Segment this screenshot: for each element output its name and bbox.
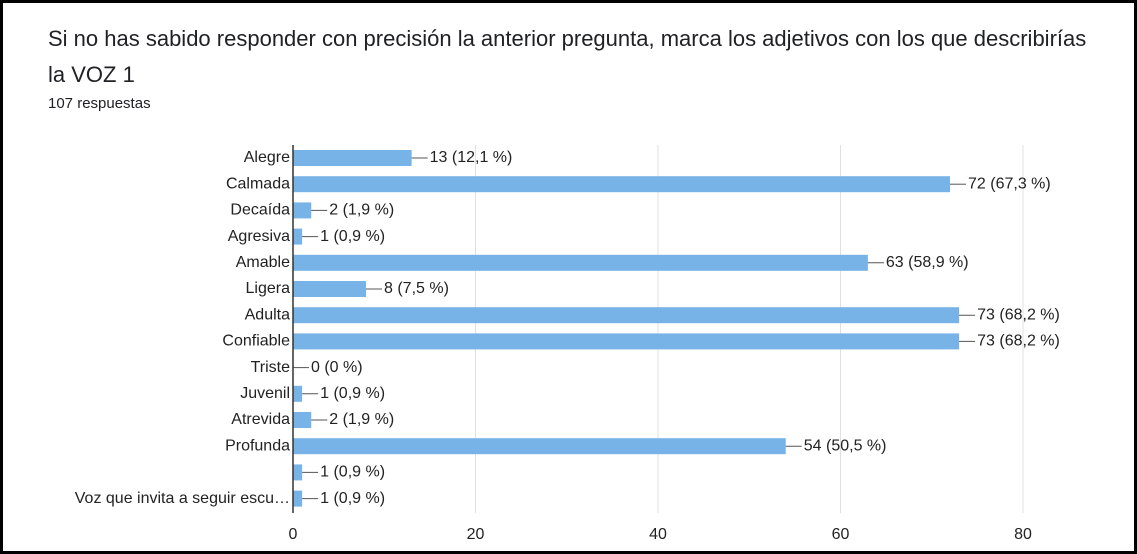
bar xyxy=(293,281,366,297)
y-tick-label: Amable xyxy=(236,254,290,271)
bar xyxy=(293,412,312,428)
bar xyxy=(293,438,786,455)
y-tick-label: Decaída xyxy=(230,202,290,219)
bar xyxy=(293,254,868,271)
y-tick-label: Juvenil xyxy=(240,385,290,402)
value-label: 2 (1,9 %) xyxy=(329,411,394,428)
bar xyxy=(293,464,303,481)
x-tick-label: 0 xyxy=(289,526,298,543)
y-tick-label: Triste xyxy=(251,359,291,376)
value-label: 13 (12,1 %) xyxy=(430,149,513,166)
chart: 0 20 40 60 80 Alegre 13 (12,1 %) Calmada 72 (67,… xyxy=(75,145,1060,543)
value-label: 1 (0,9 %) xyxy=(320,228,385,245)
y-tick-label: Atrevida xyxy=(231,411,290,428)
value-label: 1 (0,9 %) xyxy=(320,490,385,507)
x-tick-label: 20 xyxy=(467,526,485,543)
chart-subtitle: 107 respuestas xyxy=(48,95,151,112)
y-tick-label: Agresiva xyxy=(228,228,290,245)
value-label: 0 (0 %) xyxy=(311,359,363,376)
value-label: 73 (68,2 %) xyxy=(977,306,1060,323)
x-tick-label: 60 xyxy=(832,526,850,543)
value-label: 73 (68,2 %) xyxy=(977,333,1060,350)
value-label: 1 (0,9 %) xyxy=(320,385,385,402)
value-label: 54 (50,5 %) xyxy=(804,437,887,454)
value-label: 8 (7,5 %) xyxy=(384,280,449,297)
y-tick-label: Adulta xyxy=(245,306,290,323)
bar xyxy=(293,333,960,350)
y-tick-label: Calmada xyxy=(226,175,290,192)
y-tick-label: Profunda xyxy=(225,437,290,454)
y-tick-label: Ligera xyxy=(246,280,291,297)
chart-title: Si no has sabido responder con precisión… xyxy=(48,26,1087,87)
bar xyxy=(293,150,412,166)
x-tick-label: 40 xyxy=(649,526,667,543)
bar xyxy=(293,176,950,193)
y-tick-label: Voz que invita a seguir escu… xyxy=(75,490,290,507)
bar xyxy=(293,385,303,402)
bar xyxy=(293,202,312,219)
value-label: 63 (58,9 %) xyxy=(886,254,969,271)
x-tick-label: 80 xyxy=(1014,526,1032,543)
bar xyxy=(293,228,303,245)
y-tick-label: Alegre xyxy=(244,149,290,166)
bar xyxy=(293,307,960,324)
bar xyxy=(293,490,303,507)
y-tick-label: Confiable xyxy=(222,333,290,350)
value-label: 2 (1,9 %) xyxy=(329,202,394,219)
value-label: 72 (67,3 %) xyxy=(968,175,1051,192)
value-label: 1 (0,9 %) xyxy=(320,464,385,481)
